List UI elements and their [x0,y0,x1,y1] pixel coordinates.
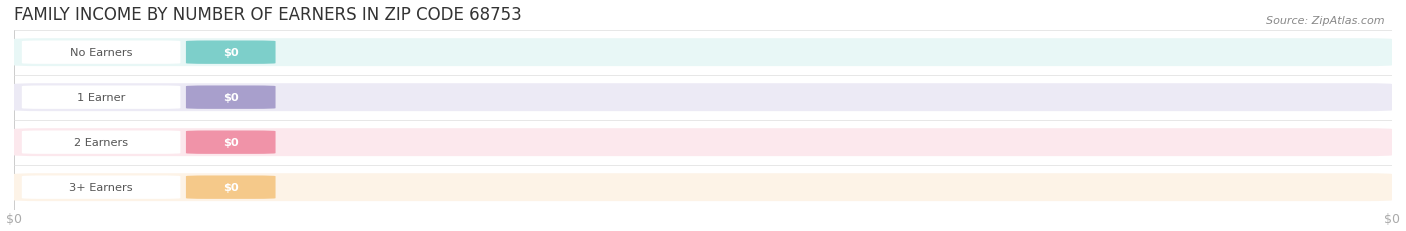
Text: 1 Earner: 1 Earner [77,93,125,103]
FancyBboxPatch shape [22,176,180,199]
Text: FAMILY INCOME BY NUMBER OF EARNERS IN ZIP CODE 68753: FAMILY INCOME BY NUMBER OF EARNERS IN ZI… [14,6,522,24]
FancyBboxPatch shape [186,41,276,65]
FancyBboxPatch shape [14,39,1392,67]
FancyBboxPatch shape [186,131,276,154]
FancyBboxPatch shape [14,173,1392,201]
Text: No Earners: No Earners [70,48,132,58]
Text: $0: $0 [224,93,239,103]
Text: 2 Earners: 2 Earners [75,138,128,148]
FancyBboxPatch shape [186,176,276,199]
FancyBboxPatch shape [22,86,180,109]
FancyBboxPatch shape [22,41,180,65]
FancyBboxPatch shape [14,84,1392,112]
Text: $0: $0 [224,182,239,192]
FancyBboxPatch shape [22,131,180,154]
Text: Source: ZipAtlas.com: Source: ZipAtlas.com [1267,16,1385,26]
Text: $0: $0 [224,138,239,148]
Text: 3+ Earners: 3+ Earners [69,182,134,192]
FancyBboxPatch shape [14,129,1392,156]
Text: $0: $0 [224,48,239,58]
FancyBboxPatch shape [186,86,276,109]
